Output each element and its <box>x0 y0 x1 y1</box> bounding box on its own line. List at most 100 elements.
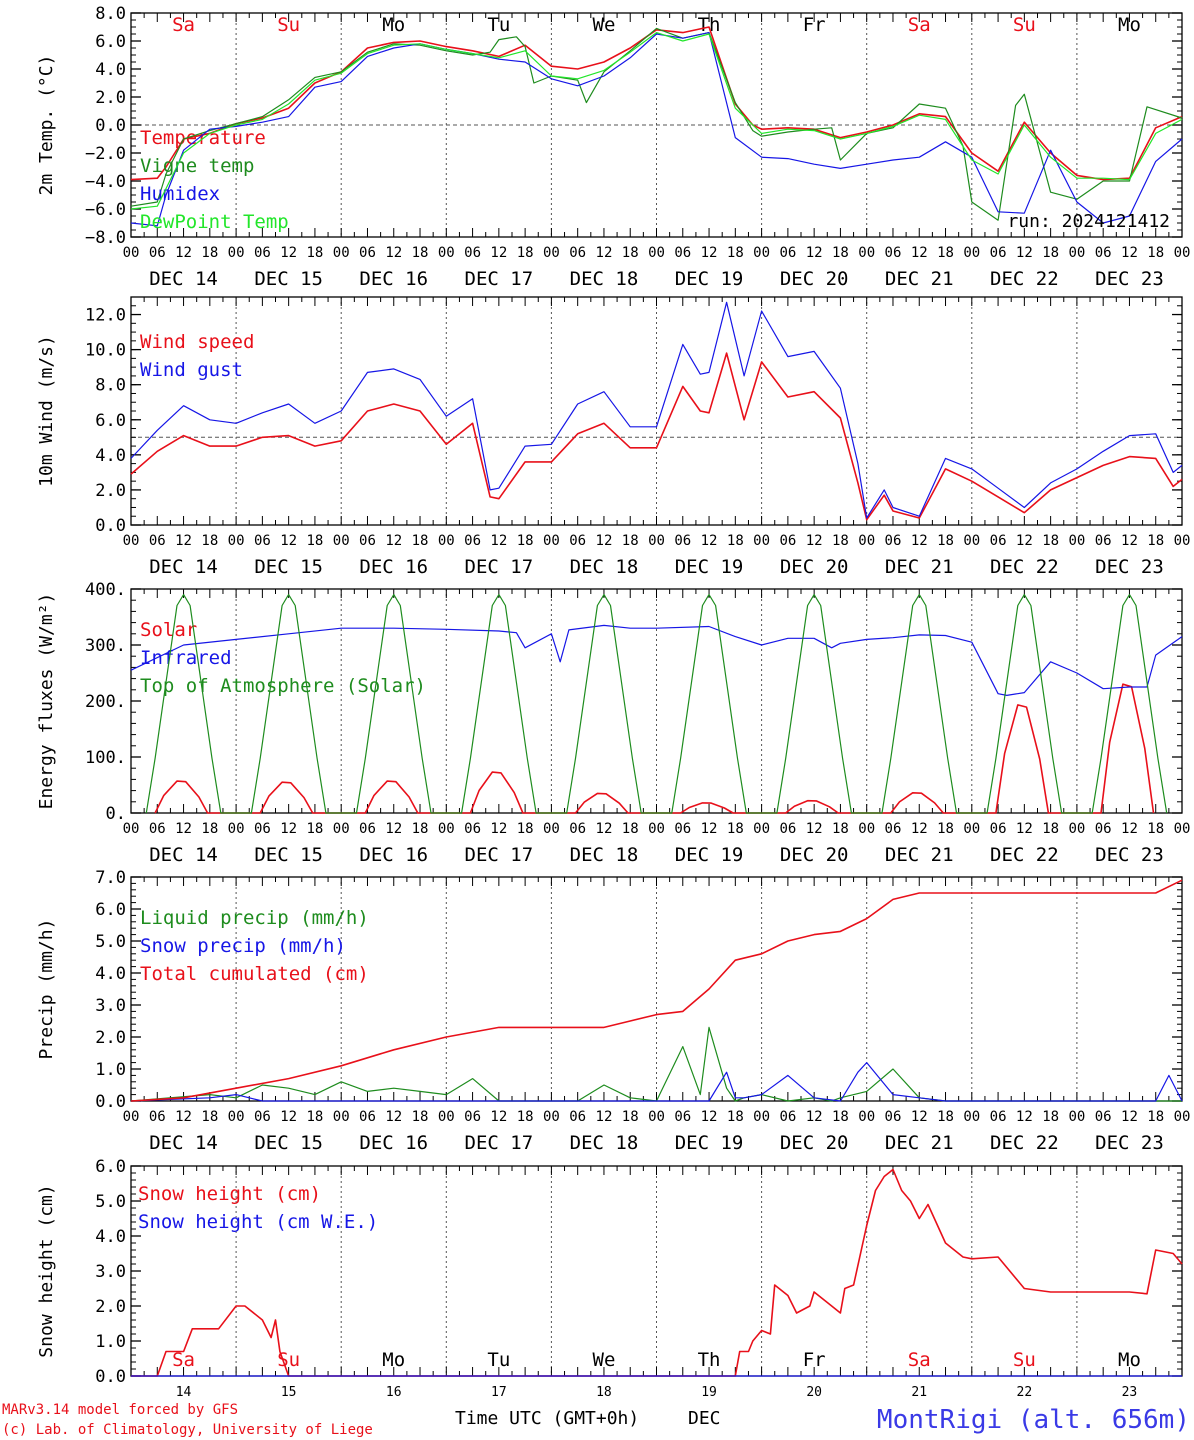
hour-label: 12 <box>806 533 823 549</box>
y-tick-label: 0.0 <box>95 116 126 136</box>
y-tick-label: 2.0 <box>95 1297 126 1317</box>
hour-label: 12 <box>701 245 718 261</box>
date-label: DEC 14 <box>149 556 218 578</box>
date-label: DEC 23 <box>1095 556 1164 578</box>
hour-label: 06 <box>569 821 586 837</box>
hour-label: 06 <box>149 533 166 549</box>
date-label: DEC 21 <box>885 556 954 578</box>
run-label: run: 2024121412 <box>1007 211 1170 232</box>
hour-label: 06 <box>1095 533 1112 549</box>
hour-label: 18 <box>727 1109 744 1125</box>
hour-label: 18 <box>306 1109 323 1125</box>
hour-label: 12 <box>911 1109 928 1125</box>
hour-label: 18 <box>517 533 534 549</box>
panel-2: 12.0 10.0 8.0 6.0 4.0 2.0 0.0 10m Wind (m/s) 00 0… <box>36 296 1190 578</box>
hour-label: 06 <box>359 533 376 549</box>
legend-entry: Snow height (cm W.E.) <box>138 1211 378 1233</box>
day-of-week-label: Su <box>1013 1349 1036 1371</box>
date-label: DEC 14 <box>149 844 218 866</box>
hour-label: 06 <box>569 245 586 261</box>
series-line <box>130 301 1183 519</box>
date-label: DEC 19 <box>675 556 744 578</box>
hour-label: 12 <box>490 533 507 549</box>
day-of-week-label: Mo <box>382 1349 405 1371</box>
day-of-week-label: Sa <box>908 14 931 36</box>
hour-label: 12 <box>806 821 823 837</box>
panel-4: 7.0 6.0 5.0 4.0 3.0 2.0 1.0 0.0 Precip (mm/h) 00 0… <box>36 868 1190 1154</box>
hour-label: 18 <box>727 821 744 837</box>
date-label: DEC 23 <box>1095 844 1164 866</box>
date-label: DEC 22 <box>990 844 1059 866</box>
legend-entry: DewPoint Temp <box>140 211 289 233</box>
hour-label: 18 <box>832 245 849 261</box>
day-number-label: 18 <box>596 1385 612 1400</box>
hour-label: 18 <box>832 821 849 837</box>
legend-entry: Humidex <box>140 183 220 205</box>
hour-label: 18 <box>832 1109 849 1125</box>
series-line <box>130 32 1183 227</box>
y-tick-label: 2.0 <box>95 481 126 501</box>
hour-label: 06 <box>1095 821 1112 837</box>
day-of-week-label: Th <box>698 14 721 36</box>
date-label: DEC 20 <box>780 556 849 578</box>
hour-label: 12 <box>490 1109 507 1125</box>
hour-label: 12 <box>911 821 928 837</box>
hour-label: 18 <box>622 1109 639 1125</box>
station-label: MontRigi (alt. 656m) <box>877 1405 1190 1435</box>
y-tick-label: 12.0 <box>85 306 126 326</box>
hour-label: 06 <box>359 245 376 261</box>
y-tick-label: 4.0 <box>95 60 126 80</box>
day-number-label: 17 <box>491 1385 507 1400</box>
y-tick-label: 0.0 <box>95 1092 126 1112</box>
date-label: DEC 18 <box>570 844 639 866</box>
y-tick-label: 2.0 <box>95 1028 126 1048</box>
plot-frame <box>130 296 1183 526</box>
y-tick-label: 5.0 <box>95 932 126 952</box>
series-line <box>145 594 1168 814</box>
y-tick-label: 6.0 <box>95 32 126 52</box>
hour-label: 06 <box>254 533 271 549</box>
hour-label: 12 <box>1121 245 1138 261</box>
hour-label: 00 <box>438 533 455 549</box>
hour-label: 00 <box>648 245 665 261</box>
hour-label: 12 <box>385 821 402 837</box>
hour-label: 18 <box>517 821 534 837</box>
hour-label: 00 <box>438 1109 455 1125</box>
day-of-week-label: Fr <box>803 14 826 36</box>
hour-label: 00 <box>543 533 560 549</box>
day-of-week-label: Fr <box>803 1349 826 1371</box>
day-number-label: 22 <box>1017 1385 1033 1400</box>
x-axis-month: DEC <box>688 1408 721 1429</box>
y-tick-label: 0.0 <box>95 1367 126 1387</box>
hour-label: 18 <box>517 1109 534 1125</box>
date-label: DEC 20 <box>780 268 849 290</box>
hour-label: 18 <box>937 533 954 549</box>
hour-label: 00 <box>1068 245 1085 261</box>
hour-label: 18 <box>622 821 639 837</box>
date-label: DEC 15 <box>254 556 323 578</box>
date-label: DEC 15 <box>254 844 323 866</box>
date-label: DEC 15 <box>254 1132 323 1154</box>
day-of-week-label: Tu <box>487 14 510 36</box>
hour-label: 00 <box>1068 821 1085 837</box>
hour-label: 12 <box>385 533 402 549</box>
hour-label: 00 <box>333 245 350 261</box>
hour-label: 00 <box>753 821 770 837</box>
day-number-label: 19 <box>701 1385 717 1400</box>
hour-label: 12 <box>385 1109 402 1125</box>
hour-label: 18 <box>517 245 534 261</box>
panel-1: 8.0 6.0 4.0 2.0 0.0 −2.0 −4.0 −6.0 −8.0 2m Temp. … <box>36 4 1190 290</box>
hour-label: 18 <box>201 821 218 837</box>
hour-label: 00 <box>1068 1109 1085 1125</box>
hour-label: 00 <box>648 1109 665 1125</box>
hour-label: 12 <box>385 245 402 261</box>
hour-label: 00 <box>438 821 455 837</box>
hour-label: 00 <box>753 1109 770 1125</box>
hour-label: 00 <box>858 533 875 549</box>
hour-label: 18 <box>937 1109 954 1125</box>
hour-label: 06 <box>779 533 796 549</box>
hour-label: 06 <box>990 821 1007 837</box>
hour-label: 06 <box>569 1109 586 1125</box>
hour-label: 18 <box>412 1109 429 1125</box>
day-of-week-label: We <box>593 1349 616 1371</box>
